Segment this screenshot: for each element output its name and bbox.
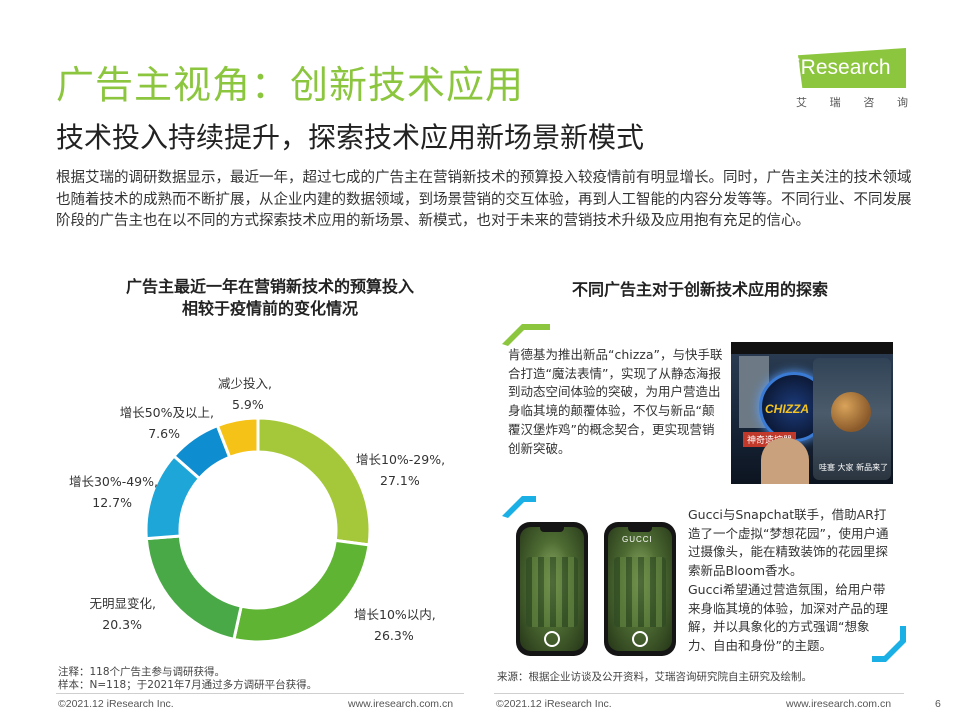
chart-title: 广告主最近一年在营销新技术的预算投入 相较于疫情前的变化情况 — [60, 276, 480, 320]
bracket-bottom-right-blue — [872, 626, 906, 662]
label-category: 增长50%及以上, — [119, 405, 214, 420]
label-value: 26.3% — [374, 628, 414, 643]
photo-planet — [831, 392, 871, 432]
donut-label-decrease: 减少投入, 5.9% — [218, 373, 272, 415]
phone-notch — [540, 527, 564, 532]
page-title: 广告主视角：创新技术应用 — [56, 63, 525, 107]
intro-paragraph: 根据艾瑞的调研数据显示，最近一年，超过七成的广告主在营销新技术的预算投入较疫情前… — [56, 170, 912, 229]
photo-topbar — [731, 342, 893, 354]
phone-screen — [520, 527, 584, 651]
logo-tab-shape — [798, 48, 906, 88]
logo-char: 瑞 — [829, 96, 841, 109]
page-number: 6 — [935, 698, 941, 710]
label-value: 20.3% — [102, 617, 142, 632]
logo-char: 咨 — [863, 96, 875, 109]
shutter-icon — [632, 631, 648, 647]
bracket-top-left-blue — [502, 496, 536, 518]
donut-label-under-10: 增长10%以内, 26.3% — [354, 604, 436, 646]
phone-screen: GUCCI — [608, 527, 672, 651]
label-value: 27.1% — [380, 473, 420, 488]
label-category: 增长10%以内, — [354, 607, 436, 622]
donut-label-10-29: 增长10%-29%, 27.1% — [356, 449, 445, 491]
label-category: 无明显变化, — [89, 596, 156, 611]
bracket-top-left-green — [502, 324, 550, 346]
footnote-line2: 样本：N=118；于2021年7月通过多方调研平台获得。 — [58, 679, 318, 691]
photo-person — [761, 438, 809, 484]
page-subtitle: 技术投入持续提升，探索技术应用新场景新模式 — [56, 121, 645, 154]
label-category: 增长10%-29%, — [356, 452, 446, 467]
garden-hedge — [526, 557, 578, 627]
label-value: 7.6% — [148, 426, 180, 441]
donut-label-30-49: 增长30%-49%, 12.7% — [54, 471, 158, 513]
label-category: 减少投入, — [218, 376, 272, 391]
label-value: 5.9% — [232, 397, 264, 412]
chizza-logo: CHIZZA — [765, 402, 809, 416]
label-category: 增长30%-49%, — [68, 474, 158, 489]
url-left: www.iresearch.com.cn — [348, 698, 454, 710]
gucci-brand: GUCCI — [622, 535, 653, 544]
footer-divider-left — [56, 693, 464, 694]
label-value: 12.7% — [92, 495, 132, 510]
right-panel-title: 不同广告主对于创新技术应用的探索 — [571, 280, 828, 299]
donut-slice — [256, 416, 372, 547]
photo-caption: 哇塞 大家 新品来了 — [819, 463, 889, 472]
donut-label-no-change: 无明显变化, 20.3% — [74, 593, 156, 635]
photo-phone-screen: 哇塞 大家 新品来了 — [813, 358, 891, 480]
garden-hedge — [614, 557, 666, 627]
url-right: www.iresearch.com.cn — [786, 698, 892, 710]
iresearch-logo: iResearch 艾 瑞 咨 询 — [790, 44, 910, 114]
kfc-case-text: 肯德基为推出新品“chizza”，与快手联合打造“魔法表情”，实现了从静态海报到… — [508, 347, 723, 456]
logo-text: iResearch — [796, 56, 891, 79]
gucci-case-p2: Gucci希望通过营造氛围，给用户带来身临其境的体验，加深对产品的理解，并以具象… — [688, 581, 889, 653]
copyright-left: ©2021.12 iResearch Inc. — [58, 698, 174, 710]
kfc-chizza-ar-photo: CHIZZA 神奇造控器 哇塞 大家 新品来了 — [731, 342, 893, 484]
donut-label-50-plus: 增长50%及以上, 7.6% — [100, 402, 214, 444]
copyright-right: ©2021.12 iResearch Inc. — [496, 698, 612, 710]
donut-slice — [144, 534, 243, 642]
gucci-case-p1: Gucci与Snapchat联手，借助AR打造了一个虚拟“梦想花园”，使用户通过… — [688, 507, 889, 579]
gucci-phone-left — [516, 522, 588, 656]
footnote-line1: 注释：118个广告主参与调研获得。 — [58, 666, 226, 678]
source-note: 来源：根据企业访谈及公开资料，艾瑞咨询研究院自主研究及绘制。 — [497, 671, 812, 683]
footer-divider-right — [494, 693, 904, 694]
logo-char: 询 — [896, 96, 908, 109]
chart-title-line1: 广告主最近一年在营销新技术的预算投入 — [125, 277, 414, 296]
shutter-icon — [544, 631, 560, 647]
gucci-phone-right: GUCCI — [604, 522, 676, 656]
footnote: 注释：118个广告主参与调研获得。 样本：N=118；于2021年7月通过多方调… — [58, 666, 317, 692]
donut-slice — [232, 538, 371, 644]
chart-title-line2: 相较于疫情前的变化情况 — [181, 299, 358, 318]
gucci-case-text: Gucci与Snapchat联手，借助AR打造了一个虚拟“梦想花园”，使用户通过… — [688, 506, 893, 656]
logo-char: 艾 — [796, 96, 807, 109]
phone-notch — [628, 527, 652, 532]
donut-slice — [215, 416, 260, 460]
logo-subtitle: 艾 瑞 咨 询 — [796, 94, 908, 110]
